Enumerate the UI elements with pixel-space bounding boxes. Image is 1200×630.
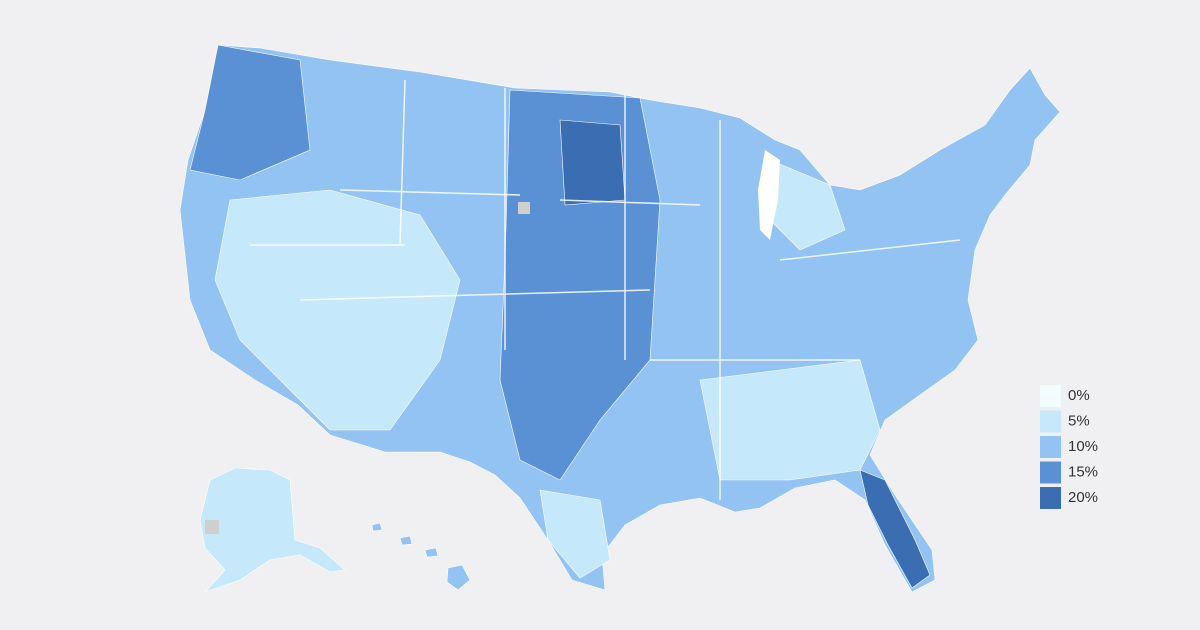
alaska — [199, 467, 346, 593]
region-southeast — [699, 359, 881, 481]
no-data-area — [205, 520, 219, 534]
legend-label: 15% — [1068, 463, 1098, 480]
region-florida — [859, 469, 931, 589]
no-data-area — [518, 202, 530, 214]
legend-swatch — [1040, 461, 1061, 484]
hawaii — [371, 522, 471, 591]
state-borders — [250, 79, 961, 500]
legend-label: 20% — [1068, 489, 1098, 506]
legend-swatch — [1040, 385, 1061, 407]
region-upper-midwest — [559, 119, 626, 206]
region-northwest — [189, 44, 311, 181]
legend: 0% 5% 10% 15% 20% — [1040, 385, 1098, 509]
lake-michigan — [758, 150, 780, 240]
legend-swatch — [1040, 436, 1061, 458]
legend-swatch — [1040, 410, 1061, 433]
legend-swatch — [1040, 487, 1061, 509]
us-map — [179, 44, 1061, 593]
legend-label: 5% — [1068, 412, 1090, 429]
legend-label: 0% — [1068, 387, 1090, 404]
region-southwest — [214, 189, 461, 431]
region-texas-coast — [539, 489, 611, 579]
legend-label: 10% — [1068, 438, 1098, 455]
